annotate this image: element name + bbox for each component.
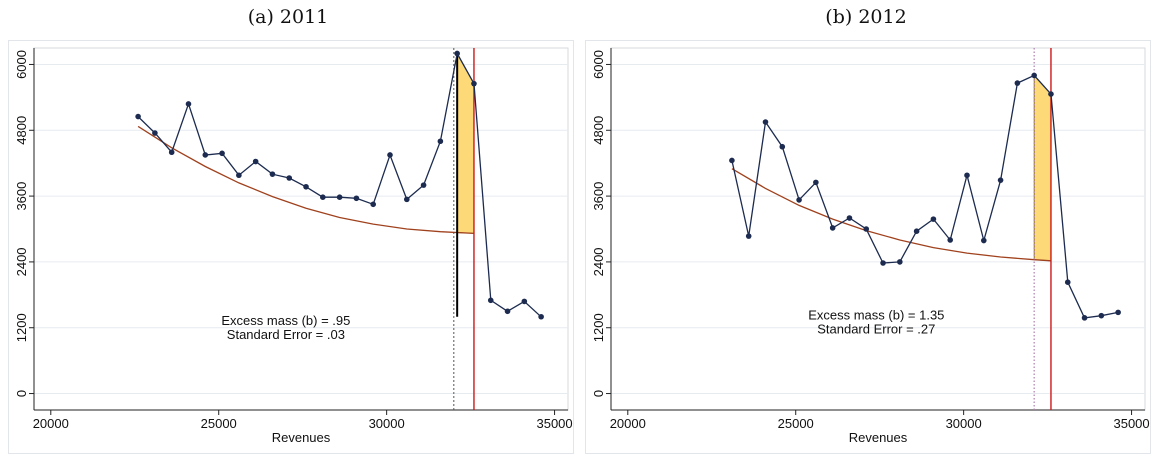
chart-1-y-tick-label: 1200 [591,313,606,342]
chart-1-x-tick-label: 25000 [778,416,814,431]
chart-1-data-point [1081,315,1088,321]
chart-1-data-point [1014,80,1021,86]
chart-0-plot-area [33,47,569,411]
chart-0-data-point [320,194,326,200]
chart-0-x-tick-label: 35000 [536,416,572,431]
chart-0-data-point [437,138,444,145]
chart-0-y-tick-label: 3600 [14,182,29,211]
chart-1-x-tick-label: 20000 [610,416,646,431]
chart-0-data-point [185,101,192,107]
chart-1-y-tick-label: 2400 [591,247,606,276]
chart-0-data-point [236,172,242,179]
chart-0-data-point [504,308,511,315]
chart-1-plot-area [610,47,1146,411]
chart-0-y-tick-label: 4800 [14,116,29,145]
chart-panel-2011: 0 1200 2400 3600 4800 6000 20000 25000 30000 3500… [8,40,574,454]
chart-1-data-point [813,179,819,186]
chart-panel-2012: 0 1200 2400 3600 4800 6000 20000 25000 30000 3500… [585,40,1151,454]
chart-0-annotation-line: Excess mass (b) = .95 [221,313,350,328]
chart-1-data-point [880,260,886,266]
chart-1-y-tick-label: 6000 [591,50,606,79]
chart-1-data-point [897,259,903,265]
chart-1-data-point [980,237,987,244]
chart-0-y-tick-label: 0 [14,390,29,397]
chart-1-y-tick-label: 3600 [591,182,606,211]
chart-0-data-point [387,152,393,158]
chart-0-data-point [303,183,309,190]
chart-1-data-point [947,237,954,243]
chart-1-data-point [863,226,870,232]
chart-1-data-point [913,228,920,234]
chart-1-data-point [762,119,769,125]
chart-0-data-point [152,130,158,136]
chart-0-y-tick-label: 1200 [14,313,29,342]
chart-0-data-point [269,171,276,177]
chart-0-data-point [471,80,477,87]
chart-1-data-point [846,215,853,221]
chart-1-data-point [1064,279,1071,286]
chart-0-data-point [135,113,141,120]
chart-1-x-tick-label: 35000 [1113,416,1149,431]
chart-0-x-tick-label: 30000 [369,416,405,431]
chart-1-x-tick-label: 30000 [946,416,982,431]
chart-1-data-point [729,157,735,164]
chart-1-y-tick-label: 4800 [591,116,606,145]
chart-0-fitted-curve [137,125,475,235]
chart-0-excess-mass-area [456,51,475,234]
chart-1-data-point [779,143,786,150]
chart-0-annotation-line: Standard Error = .03 [227,327,345,342]
chart-1-data-point [1115,309,1121,316]
chart-1-data-point [930,216,937,222]
chart-0-x-axis-label: Revenues [272,430,331,445]
chart-1-annotation-line: Standard Error = .27 [817,322,935,337]
chart-1-excess-mass-area [1033,74,1052,262]
chart-0-data-point [219,150,225,157]
chart-0-data-point [336,194,343,200]
chart-1-series-line [731,74,1119,319]
chart-1-x-axis-label: Revenues [849,430,908,445]
chart-0-x-tick-label: 25000 [201,416,237,431]
chart-0-y-tick-label: 6000 [14,50,29,79]
chart-0-data-point [521,298,528,305]
chart-0-data-point [487,297,494,304]
chart-0-data-point [353,195,360,202]
chart-0-data-point [403,196,410,203]
chart-0-data-point [420,182,427,188]
panel-a-title: (a) 2011 [247,6,329,28]
chart-0-data-point [538,313,544,320]
chart-1-data-point [1031,72,1037,79]
chart-0-data-point [454,50,460,57]
chart-1-data-point [964,172,970,179]
chart-1-data-point [1048,91,1054,97]
chart-1-annotation-line: Excess mass (b) = 1.35 [808,308,944,323]
chart-1-data-point [745,233,752,239]
chart-0-data-point [286,175,293,181]
chart-0-y-tick-label: 2400 [14,247,29,276]
chart-0-data-point [168,149,175,156]
chart-1-data-point [829,225,836,231]
chart-1-fitted-curve [731,168,1052,262]
chart-0-data-point [252,158,259,165]
chart-0-data-point [370,201,377,208]
chart-1-data-point [1098,312,1105,319]
chart-1-y-tick-label: 0 [591,390,606,397]
chart-1-data-point [997,177,1004,183]
chart-0-data-point [202,152,209,158]
chart-1-data-point [796,197,802,203]
chart-0-x-tick-label: 20000 [33,416,69,431]
panel-b-title: (b) 2012 [825,6,907,28]
